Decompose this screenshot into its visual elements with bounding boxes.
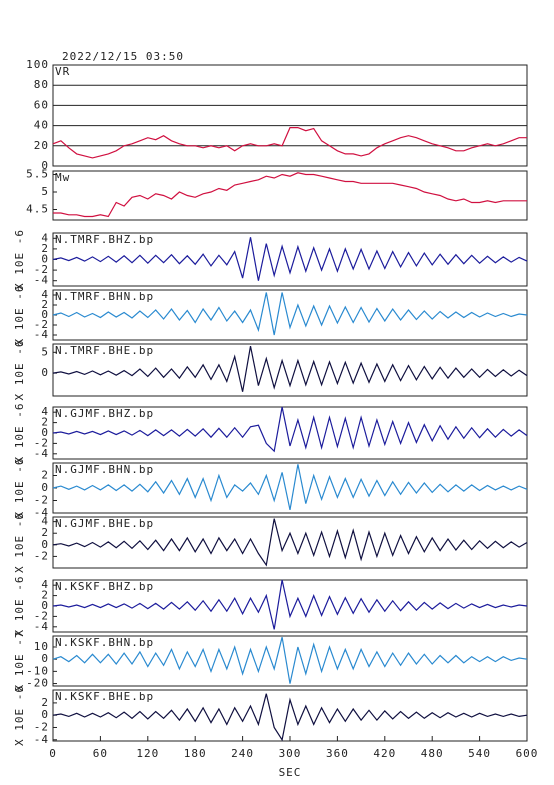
y-tick-label: -4 (34, 733, 49, 746)
x-tick-label: 0 (49, 747, 57, 760)
x-tick-label: 120 (136, 747, 159, 760)
y-tick-label: 0 (41, 652, 49, 665)
x-tick-label: 420 (373, 747, 396, 760)
y-tick-label: 2 (41, 526, 49, 539)
trace (52, 237, 528, 281)
y-axis-label: X 10E -6 (13, 403, 26, 464)
y-axis-label: X 10E -6 (13, 458, 26, 519)
y-tick-label: -2 (34, 263, 49, 276)
y-tick-label: 80 (34, 78, 49, 91)
x-tick-label: 300 (279, 747, 302, 760)
panel-label: VR (55, 65, 70, 78)
y-axis-label: X 10E -6 (13, 340, 26, 401)
y-tick-label: -4 (34, 328, 49, 341)
y-tick-label: 0 (41, 159, 49, 172)
y-axis-label: X 10E -6 (13, 285, 26, 346)
y-tick-label: 0 (41, 708, 49, 721)
x-tick-label: 480 (421, 747, 444, 760)
panel-label: N.GJMF.BHZ.bp (55, 407, 154, 420)
trace (52, 406, 528, 453)
trace (52, 637, 528, 684)
y-tick-label: 40 (34, 119, 49, 132)
trace (52, 579, 528, 630)
y-axis-label: X 10E -6 (13, 512, 26, 573)
x-tick-label: 60 (93, 747, 108, 760)
x-tick-label: 540 (468, 747, 491, 760)
y-tick-label: 0 (41, 426, 49, 439)
x-axis-label: SEC (279, 766, 302, 779)
x-tick-label: 600 (516, 747, 539, 760)
y-axis-label: X 10E -6 (13, 685, 26, 746)
trace (52, 518, 528, 567)
trace (53, 172, 527, 218)
y-tick-label: -4 (34, 506, 49, 519)
y-tick-label: 4 (41, 288, 49, 301)
trace (52, 464, 528, 511)
y-tick-label: 0 (41, 308, 49, 321)
trace (52, 693, 528, 742)
y-tick-label: 2 (41, 298, 49, 311)
y-tick-label: 4.5 (26, 203, 49, 216)
y-tick-label: 100 (26, 58, 49, 71)
panel-label: N.TMRF.BHZ.bp (55, 233, 154, 246)
y-tick-label: 0 (41, 253, 49, 266)
y-tick-label: 5 (41, 345, 49, 358)
y-tick-label: 0 (41, 599, 49, 612)
y-axis-label: X 10E -7 (13, 631, 26, 692)
y-axis-label: X 10E -6 (13, 229, 26, 290)
y-tick-label: -4 (34, 274, 49, 287)
y-tick-label: 4 (41, 231, 49, 244)
x-tick-label: 360 (326, 747, 349, 760)
panel-label: N.GJMF.BHE.bp (55, 517, 154, 530)
trace (52, 292, 528, 336)
y-tick-label: 4 (41, 578, 49, 591)
y-tick-label: 10 (34, 640, 49, 653)
y-tick-label: 4 (41, 405, 49, 418)
panel-label: N.TMRF.BHE.bp (55, 344, 154, 357)
y-tick-label: 2 (41, 242, 49, 255)
y-tick-label: -2 (34, 318, 49, 331)
panel-label: Mw (55, 171, 70, 184)
y-tick-label: 0 (41, 366, 49, 379)
y-tick-label: 5.5 (26, 168, 49, 181)
y-tick-label: -2 (34, 720, 49, 733)
trace (52, 127, 527, 159)
y-tick-label: 2 (41, 469, 49, 482)
y-tick-label: -4 (34, 447, 49, 460)
panel-label: N.TMRF.BHN.bp (55, 290, 154, 303)
date-label: 2022/12/15 03:50 (62, 50, 184, 63)
panel-label: N.KSKF.BHE.bp (55, 690, 154, 703)
y-axis-label: X 10E -6 (13, 576, 26, 637)
trace (52, 345, 528, 392)
y-tick-label: 5 (41, 185, 49, 198)
panel-label: N.GJMF.BHN.bp (55, 463, 154, 476)
y-tick-label: 20 (34, 139, 49, 152)
panel-label: N.KSKF.BHZ.bp (55, 580, 154, 593)
y-tick-label: 60 (34, 98, 49, 111)
panel-label: N.KSKF.BHN.bp (55, 636, 154, 649)
y-tick-label: -2 (34, 549, 49, 562)
panel-frame (52, 343, 528, 397)
y-tick-label: 2 (41, 696, 49, 709)
x-tick-label: 240 (231, 747, 254, 760)
y-tick-label: 4 (41, 515, 49, 528)
y-tick-label: -10 (26, 664, 49, 677)
y-tick-label: 2 (41, 589, 49, 602)
panel-frame (52, 635, 528, 687)
y-tick-label: 0 (41, 481, 49, 494)
x-tick-label: 180 (184, 747, 207, 760)
y-tick-label: -2 (34, 494, 49, 507)
y-tick-label: 0 (41, 538, 49, 551)
panel-frame (52, 170, 528, 221)
y-tick-label: 2 (41, 416, 49, 429)
y-tick-label: -2 (34, 436, 49, 449)
y-tick-label: -20 (26, 677, 49, 690)
y-tick-label: -4 (34, 620, 49, 633)
y-tick-label: -2 (34, 609, 49, 622)
